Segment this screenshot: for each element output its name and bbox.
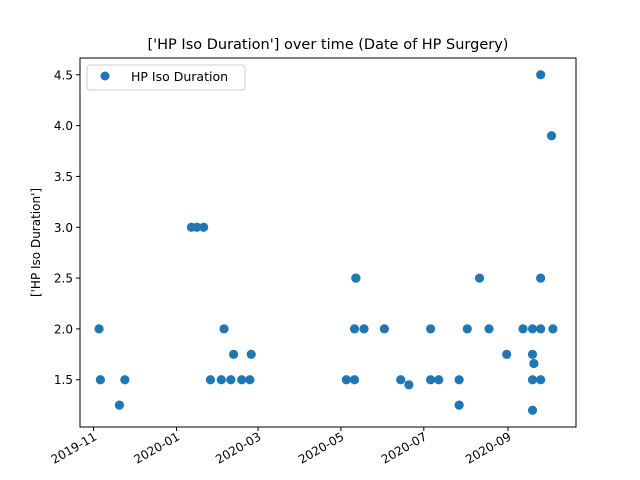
data-point [237,375,247,385]
legend-label: HP Iso Duration [131,69,228,84]
data-point [518,324,528,334]
data-point [474,273,485,283]
data-point [226,375,236,385]
data-point [94,324,104,334]
data-point [349,324,360,334]
plot-area-frame [79,57,577,428]
data-point [114,400,125,410]
data-point [246,349,256,359]
data-point [359,324,369,334]
data-point [484,324,494,334]
y-tick-label: 2.5 [54,272,73,286]
data-point [502,349,512,359]
y-tick-label: 4.0 [54,119,73,133]
data-point [205,375,216,385]
data-point [529,358,539,369]
data-point [527,349,538,359]
data-point [396,375,406,385]
y-tick-label: 1.5 [54,373,73,387]
data-point [454,375,464,385]
y-tick-label: 4.5 [54,68,73,82]
data-point [462,324,472,334]
legend-frame [86,64,246,91]
data-point [434,375,444,385]
legend: HP Iso Duration [86,64,246,91]
data-point [404,380,414,390]
data-point [228,349,239,359]
data-point [379,324,389,334]
data-point [120,375,130,385]
data-point [548,324,558,334]
data-point [245,375,255,385]
data-point [536,273,546,283]
data-point [351,273,361,283]
data-point [536,70,546,80]
y-axis-label: ['HP Iso Duration'] [29,188,43,297]
data-point [199,222,209,232]
data-point [527,375,538,385]
data-point [192,222,202,232]
points-layer [94,70,558,415]
y-tick-label: 2.0 [54,322,73,336]
data-point [546,131,557,141]
data-point [536,324,546,334]
y-tick-label: 3.5 [54,170,73,184]
data-point [216,375,226,385]
legend-marker [100,71,110,81]
y-tick-label: 3.0 [54,221,73,235]
data-point [425,375,436,385]
data-point [95,375,105,385]
data-point [349,375,360,385]
data-point [536,375,546,385]
data-point [527,405,538,415]
data-point [527,324,538,334]
data-point [219,324,229,334]
data-point [425,324,436,334]
data-point [454,400,464,410]
data-point [341,375,351,385]
chart-title: ['HP Iso Duration'] over time (Date of H… [148,37,509,53]
